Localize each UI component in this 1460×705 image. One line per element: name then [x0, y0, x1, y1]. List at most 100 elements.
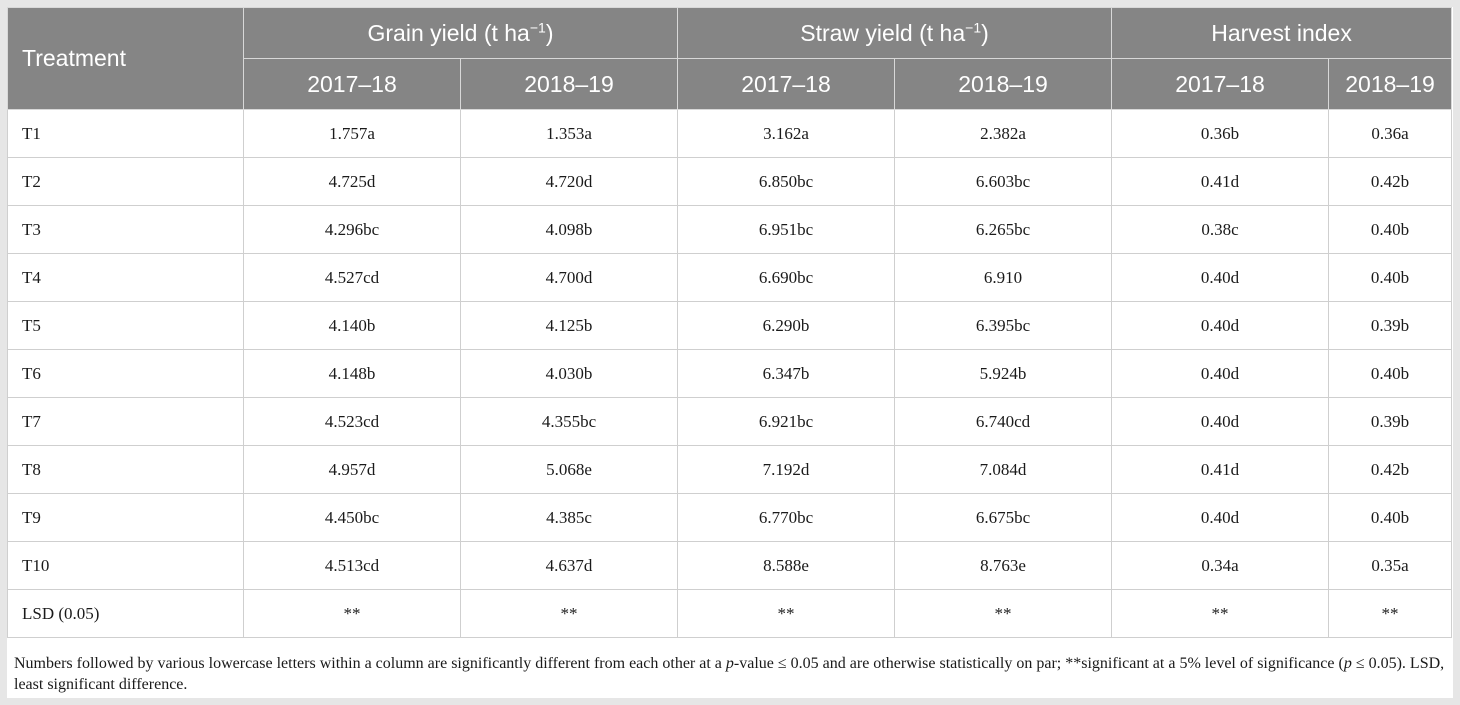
year-header: 2018–19 [893, 58, 1113, 110]
value-cell: 0.40b [1328, 349, 1453, 398]
treatment-cell: T7 [7, 397, 244, 446]
value-cell: 4.148b [243, 349, 461, 398]
value-cell: 0.41d [1111, 445, 1330, 494]
value-cell: ** [677, 589, 895, 638]
value-cell: ** [1328, 589, 1453, 638]
treatment-cell: T3 [7, 205, 244, 254]
value-cell: 4.720d [460, 157, 678, 206]
table-row: T2 4.725d 4.720d 6.850bc 6.603bc 0.41d 0.42b [7, 157, 1453, 206]
treatment-cell: T4 [7, 253, 244, 302]
value-cell: 7.192d [677, 445, 895, 494]
value-cell: 4.523cd [243, 397, 461, 446]
treatment-cell: T6 [7, 349, 244, 398]
value-cell: 0.40b [1328, 493, 1453, 542]
table-footnote: Numbers followed by various lowercase le… [14, 655, 1445, 693]
table-row: T7 4.523cd 4.355bc 6.921bc 6.740cd 0.40d 0.39b [7, 397, 1453, 446]
value-cell: 0.40d [1111, 349, 1330, 398]
value-cell: 6.910 [893, 253, 1113, 302]
value-cell: 6.675bc [893, 493, 1113, 542]
value-cell: 0.42b [1328, 445, 1453, 494]
table-body: T1 1.757a 1.353a 3.162a 2.382a 0.36b 0.36a T2 4.… [7, 109, 1453, 638]
value-cell: 6.265bc [893, 205, 1113, 254]
straw-yield-header: Straw yield (t ha−1) [676, 7, 1113, 59]
value-cell: 4.725d [243, 157, 461, 206]
value-cell: 0.40b [1328, 253, 1453, 302]
treatment-cell: T8 [7, 445, 244, 494]
value-cell: 4.030b [460, 349, 678, 398]
table-row: T1 1.757a 1.353a 3.162a 2.382a 0.36b 0.36a [7, 109, 1453, 158]
value-cell: 0.40d [1111, 397, 1330, 446]
value-cell: 4.125b [460, 301, 678, 350]
value-cell: 4.098b [460, 205, 678, 254]
value-cell: ** [243, 589, 461, 638]
value-cell: 0.38c [1111, 205, 1330, 254]
year-header: 2017–18 [1111, 58, 1330, 110]
treatment-cell: T10 [7, 541, 244, 590]
value-cell: 0.40d [1111, 493, 1330, 542]
table-row: T5 4.140b 4.125b 6.290b 6.395bc 0.40d 0.39b [7, 301, 1453, 350]
value-cell: 5.068e [460, 445, 678, 494]
value-cell: 8.588e [677, 541, 895, 590]
value-cell: 0.36a [1328, 109, 1453, 158]
table-row: T3 4.296bc 4.098b 6.951bc 6.265bc 0.38c 0.40b [7, 205, 1453, 254]
value-cell: 2.382a [893, 109, 1113, 158]
value-cell: 6.850bc [677, 157, 895, 206]
value-cell: 0.35a [1328, 541, 1453, 590]
value-cell: 0.40b [1328, 205, 1453, 254]
harvest-index-header: Harvest index [1111, 7, 1453, 59]
treatment-cell: T9 [7, 493, 244, 542]
value-cell: 4.637d [460, 541, 678, 590]
header-row-groups: Treatment Grain yield (t ha−1) Straw yie… [7, 7, 1453, 110]
treatment-header: Treatment [7, 7, 244, 110]
header-row-years: 2017–18 2018–19 2017–18 2018–19 2017–18 … [8, 58, 1453, 110]
grain-yield-header: Grain yield (t ha−1) [243, 7, 678, 59]
value-cell: 4.385c [460, 493, 678, 542]
value-cell: 6.770bc [677, 493, 895, 542]
value-cell: 1.353a [460, 109, 678, 158]
value-cell: 4.513cd [243, 541, 461, 590]
value-cell: 4.957d [243, 445, 461, 494]
year-header: 2018–19 [1328, 58, 1453, 110]
value-cell: 0.40d [1111, 253, 1330, 302]
value-cell: 5.924b [893, 349, 1113, 398]
value-cell: 6.347b [677, 349, 895, 398]
value-cell: 7.084d [893, 445, 1113, 494]
value-cell: ** [460, 589, 678, 638]
value-cell: 1.757a [243, 109, 461, 158]
treatment-cell: T5 [7, 301, 244, 350]
year-header: 2018–19 [460, 58, 678, 110]
value-cell: 0.36b [1111, 109, 1330, 158]
value-cell: 8.763e [893, 541, 1113, 590]
table-row: LSD (0.05) ** ** ** ** ** ** [7, 589, 1453, 638]
yield-table: Treatment Grain yield (t ha−1) Straw yie… [7, 7, 1453, 638]
value-cell: 6.603bc [893, 157, 1113, 206]
value-cell: 6.690bc [677, 253, 895, 302]
table-row: T10 4.513cd 4.637d 8.588e 8.763e 0.34a 0.35a [7, 541, 1453, 590]
value-cell: 6.740cd [893, 397, 1113, 446]
value-cell: ** [893, 589, 1113, 638]
treatment-cell: T2 [7, 157, 244, 206]
value-cell: 0.42b [1328, 157, 1453, 206]
value-cell: 6.921bc [677, 397, 895, 446]
value-cell: 0.34a [1111, 541, 1330, 590]
value-cell: 0.39b [1328, 301, 1453, 350]
treatment-cell: LSD (0.05) [7, 589, 244, 638]
value-cell: 4.296bc [243, 205, 461, 254]
value-cell: 0.40d [1111, 301, 1330, 350]
value-cell: 4.450bc [243, 493, 461, 542]
value-cell: 6.951bc [677, 205, 895, 254]
value-cell: 4.527cd [243, 253, 461, 302]
table-frame: Treatment Grain yield (t ha−1) Straw yie… [7, 7, 1453, 698]
year-header: 2017–18 [677, 58, 895, 110]
treatment-cell: T1 [7, 109, 244, 158]
table-row: T8 4.957d 5.068e 7.192d 7.084d 0.41d 0.42b [7, 445, 1453, 494]
value-cell: ** [1111, 589, 1330, 638]
value-cell: 6.290b [677, 301, 895, 350]
table-row: T6 4.148b 4.030b 6.347b 5.924b 0.40d 0.40b [7, 349, 1453, 398]
table-row: T9 4.450bc 4.385c 6.770bc 6.675bc 0.40d 0.40b [7, 493, 1453, 542]
value-cell: 3.162a [677, 109, 895, 158]
value-cell: 4.700d [460, 253, 678, 302]
table-row: T4 4.527cd 4.700d 6.690bc 6.910 0.40d 0.40b [7, 253, 1453, 302]
value-cell: 4.140b [243, 301, 461, 350]
value-cell: 4.355bc [460, 397, 678, 446]
